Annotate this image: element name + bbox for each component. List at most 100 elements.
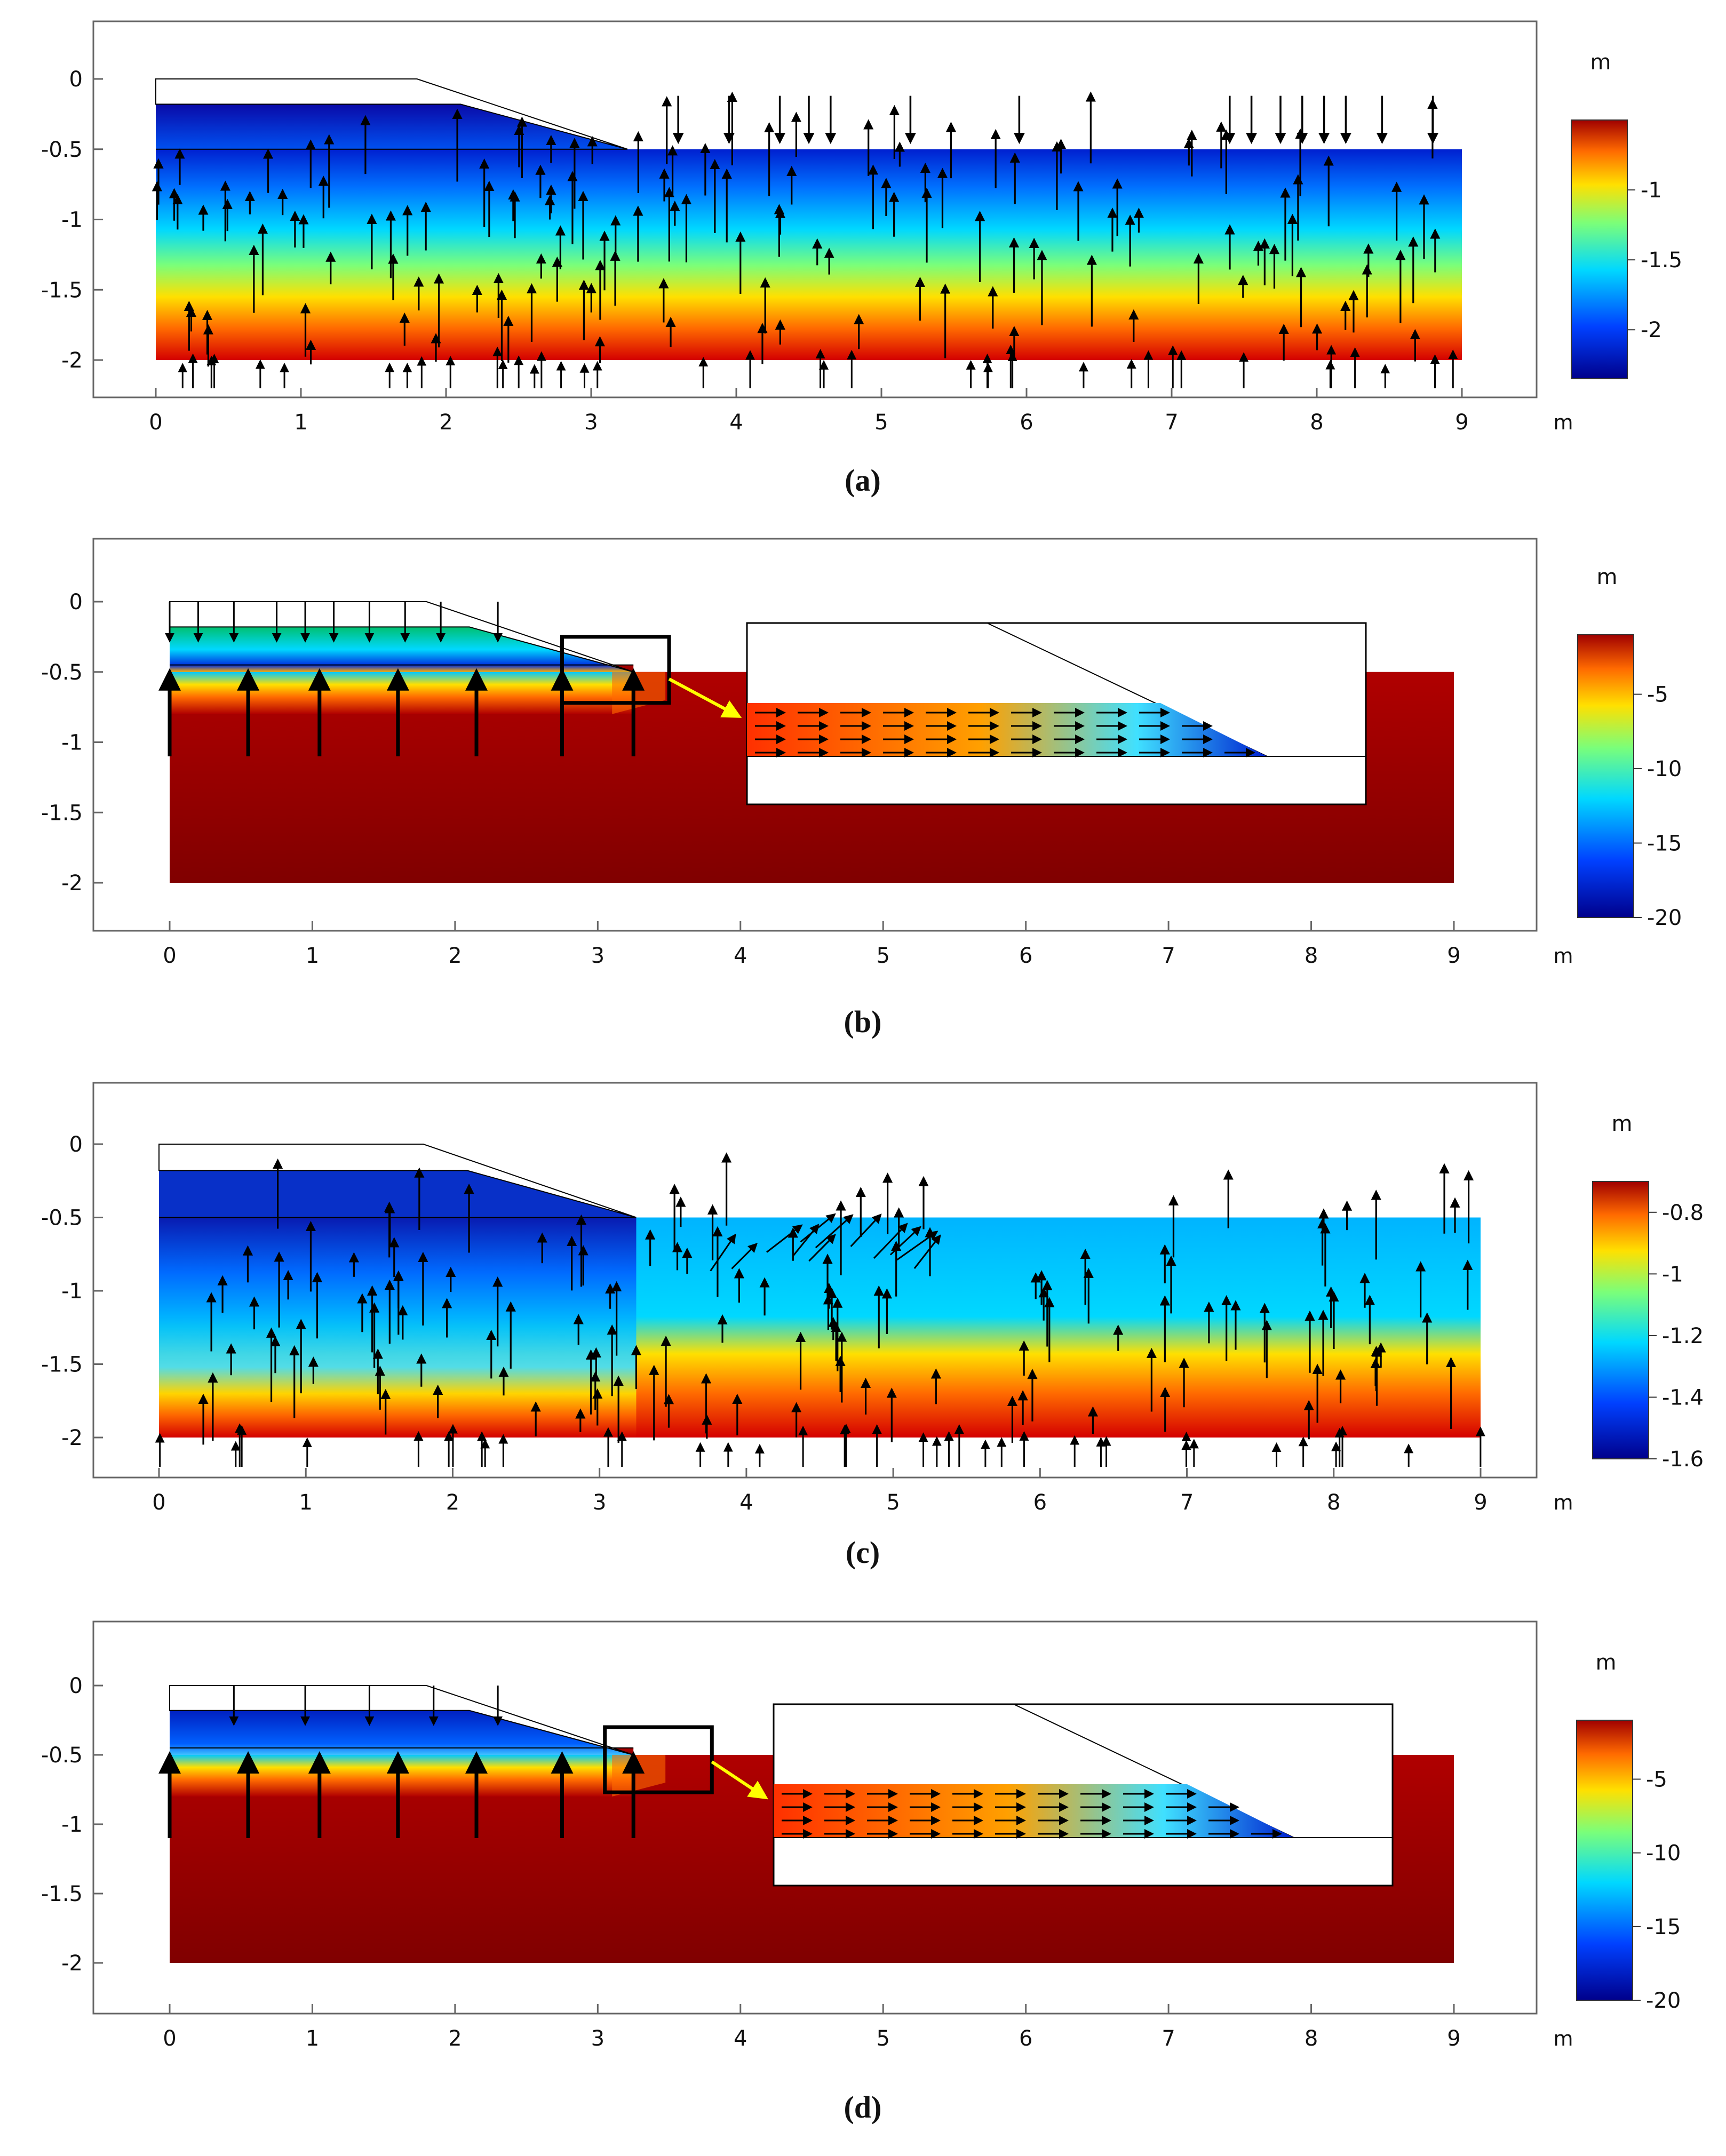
zoom-box: [603, 1725, 714, 1794]
colorbar-unit: m: [1597, 565, 1618, 589]
x-axis-unit: m: [1553, 1491, 1573, 1514]
seepage-arrow: [731, 1242, 758, 1269]
colorbar-gradient: [1576, 1720, 1633, 2001]
x-tick-label: 9: [1455, 410, 1468, 435]
seepage-arrow: [913, 1234, 941, 1269]
seepage-arrow: [710, 1233, 736, 1272]
inset-layer: [747, 703, 1267, 756]
x-tick-label: 5: [874, 410, 888, 435]
x-tick-label: 1: [306, 2026, 319, 2051]
panel-caption: (d): [844, 2090, 882, 2125]
x-tick-label: 0: [149, 410, 162, 435]
zoom-pointer-arrow: [668, 677, 742, 718]
zoom-pointer-arrow: [711, 1760, 768, 1800]
colorbar-label: -20: [1646, 1989, 1681, 2013]
y-tick-label: -0.5: [41, 660, 83, 685]
colorbar-label: -0.8: [1662, 1201, 1704, 1225]
colorbar: m -5 -10 -15 -20: [1577, 565, 1682, 930]
y-tick-label: 0: [69, 1132, 83, 1157]
embankment-crest: [169, 1685, 634, 1755]
colorbar-gradient: [1592, 1181, 1649, 1459]
x-tick-label: 5: [886, 1490, 900, 1515]
seepage-arrow: [873, 1223, 908, 1259]
panel-b: 0-0.5-1-1.5-20 1 2 3 4 5 6 7 8 9 mm-5-10-15-20(b): [41, 538, 1682, 1039]
colorbar-label: -1.6: [1662, 1447, 1704, 1472]
y-tick-label: -1: [61, 1279, 83, 1304]
plot-frame: [92, 1620, 1538, 2015]
colorbar-label: -1: [1641, 178, 1662, 203]
inset-view: [773, 1703, 1394, 1887]
colorbar-unit: m: [1590, 50, 1611, 75]
seepage-arrow: [889, 1226, 921, 1256]
panel-a: 0 -0.5 -1 -1.5 -2 0 1 2 3 4 5 6 7 8 9 m m -1 -1.5 -2 (a): [41, 20, 1682, 498]
x-tick-label: 8: [1305, 944, 1318, 968]
colorbar-gradient: [1577, 634, 1634, 918]
seepage-arrow: [896, 1231, 938, 1261]
embankment-crest: [155, 78, 628, 150]
x-tick-label: 9: [1447, 944, 1460, 968]
flow-arrows: [152, 91, 1458, 388]
colorbar-label: -10: [1647, 757, 1682, 781]
panel-caption: (a): [845, 463, 881, 498]
colorbar-label: -1.4: [1662, 1385, 1704, 1410]
y-tick-label: -2: [61, 871, 83, 896]
inset-layer: [774, 1784, 1294, 1838]
y-tick-label: -0.5: [41, 1206, 83, 1231]
x-tick-label: 4: [739, 1490, 753, 1515]
x-tick-label: 0: [163, 2026, 176, 2051]
embankment-fill: [156, 104, 627, 149]
x-tick-label: 8: [1310, 410, 1323, 435]
y-tick-label: -1: [61, 731, 83, 755]
inset-view: [746, 622, 1367, 805]
x-tick-label: 6: [1033, 1490, 1047, 1515]
colorbar-label: -5: [1647, 683, 1668, 707]
x-tick-label: 4: [734, 2026, 747, 2051]
x-tick-label: 7: [1162, 944, 1175, 968]
plot-frame: [92, 20, 1538, 398]
x-tick-label: 2: [448, 944, 462, 968]
seepage-arrow: [815, 1214, 854, 1249]
colorbar-label: -15: [1647, 832, 1682, 856]
plot-frame: [92, 538, 1538, 932]
colorbar-label: -2: [1641, 318, 1662, 342]
x-tick-label: 3: [591, 2026, 605, 2051]
x-axis-unit: m: [1553, 411, 1573, 434]
x-tick-label: 7: [1165, 410, 1178, 435]
seepage-arrow: [808, 1234, 836, 1262]
panel-d: 0-0.5-1-1.5-20 1 2 3 4 5 6 7 8 9 mm-5-10-15-20(d): [41, 1620, 1681, 2125]
panel-caption: (c): [846, 1535, 880, 1570]
colorbar-label: -10: [1646, 1841, 1681, 1866]
y-tick-label: -2: [61, 1951, 83, 1976]
y-tick-label: 0: [69, 1674, 83, 1698]
x-tick-label: 6: [1019, 2026, 1032, 2051]
colorbar-unit: m: [1596, 1650, 1617, 1675]
x-tick-label: 3: [593, 1490, 606, 1515]
colorbar-unit: m: [1612, 1112, 1633, 1136]
x-tick-label: 1: [306, 944, 319, 968]
panel-caption: (b): [844, 1004, 882, 1039]
y-tick-label: 0: [69, 67, 83, 92]
x-tick-label: 2: [446, 1490, 459, 1515]
thin-layer: [170, 627, 634, 672]
x-tick-label: 6: [1020, 410, 1033, 435]
soil-domain: [156, 149, 1462, 360]
panel-c: 0 -0.5 -1 -1.5 -2 0 1 2 3 4 5 6 7 8 9 m m -0.8 -1 -1.2 -1.4 -…: [41, 1082, 1704, 1570]
flow-arrows: [155, 1152, 1485, 1467]
colorbar-gradient: [1571, 119, 1628, 379]
flow-arrows: [158, 602, 645, 756]
x-tick-label: 3: [591, 944, 605, 968]
x-axis-unit: m: [1553, 2027, 1573, 2050]
x-tick-label: 2: [439, 410, 452, 435]
colorbar-label: -1.2: [1662, 1324, 1704, 1348]
colorbar: m -1 -1.5 -2: [1571, 50, 1682, 379]
y-tick-label: -0.5: [41, 138, 83, 162]
x-tick-label: 0: [163, 944, 176, 968]
y-tick-label: -1.5: [41, 1353, 83, 1377]
colorbar-label: -15: [1646, 1915, 1681, 1939]
x-tick-label: 0: [152, 1490, 165, 1515]
colorbar-label: -1.5: [1641, 248, 1682, 273]
x-tick-label: 9: [1474, 1490, 1487, 1515]
x-tick-label: 9: [1447, 2026, 1460, 2051]
seepage-arrow: [800, 1213, 836, 1243]
